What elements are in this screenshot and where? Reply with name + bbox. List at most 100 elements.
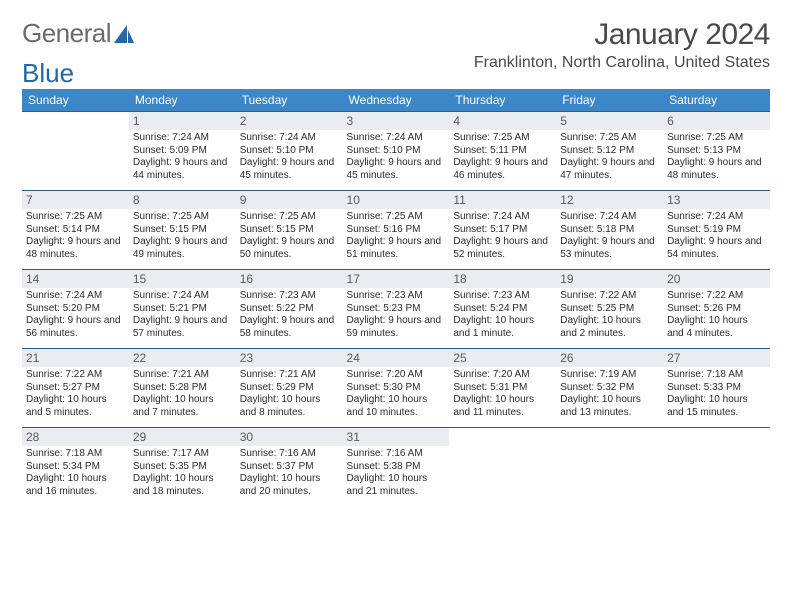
day-number: 5 [556,112,663,130]
dayname-thu: Thursday [449,89,556,112]
day-details: Sunrise: 7:24 AMSunset: 5:21 PMDaylight:… [133,290,232,340]
day-cell: 12 Sunrise: 7:24 AMSunset: 5:18 PMDayligh… [556,191,663,270]
day-number: 24 [343,349,450,367]
day-details: Sunrise: 7:18 AMSunset: 5:34 PMDaylight:… [26,448,125,498]
day-details: Sunrise: 7:23 AMSunset: 5:23 PMDaylight:… [347,290,446,340]
dayname-mon: Monday [129,89,236,112]
week-row: 7 Sunrise: 7:25 AMSunset: 5:14 PMDaylight… [22,191,770,270]
dayname-sat: Saturday [663,89,770,112]
day-cell: 18 Sunrise: 7:23 AMSunset: 5:24 PMDayligh… [449,270,556,349]
day-number: 29 [129,428,236,446]
dayname-sun: Sunday [22,89,129,112]
day-cell: 13 Sunrise: 7:24 AMSunset: 5:19 PMDayligh… [663,191,770,270]
dayname-fri: Friday [556,89,663,112]
logo-text-blue: Blue [22,58,770,89]
day-details: Sunrise: 7:18 AMSunset: 5:33 PMDaylight:… [667,369,766,419]
day-cell: 3 Sunrise: 7:24 AMSunset: 5:10 PMDaylight… [343,112,450,191]
day-cell: 7 Sunrise: 7:25 AMSunset: 5:14 PMDaylight… [22,191,129,270]
day-number: 4 [449,112,556,130]
day-number: 3 [343,112,450,130]
day-number: 2 [236,112,343,130]
day-cell [22,112,129,191]
day-details: Sunrise: 7:21 AMSunset: 5:28 PMDaylight:… [133,369,232,419]
day-number: 19 [556,270,663,288]
day-number: 26 [556,349,663,367]
day-number: 8 [129,191,236,209]
day-number: 11 [449,191,556,209]
day-details: Sunrise: 7:23 AMSunset: 5:24 PMDaylight:… [453,290,552,340]
day-cell: 8 Sunrise: 7:25 AMSunset: 5:15 PMDaylight… [129,191,236,270]
day-cell: 14Sunrise: 7:24 AMSunset: 5:20 PMDayligh… [22,270,129,349]
day-number: 27 [663,349,770,367]
day-details: Sunrise: 7:22 AMSunset: 5:26 PMDaylight:… [667,290,766,340]
day-cell: 1 Sunrise: 7:24 AMSunset: 5:09 PMDaylight… [129,112,236,191]
day-number: 23 [236,349,343,367]
day-details: Sunrise: 7:25 AMSunset: 5:16 PMDaylight:… [347,211,446,261]
day-cell: 26Sunrise: 7:19 AMSunset: 5:32 PMDayligh… [556,349,663,428]
day-cell: 28 Sunrise: 7:18 AMSunset: 5:34 PMDayligh… [22,428,129,507]
day-number: 15 [129,270,236,288]
day-details: Sunrise: 7:16 AMSunset: 5:38 PMDaylight:… [347,448,446,498]
week-row: 28 Sunrise: 7:18 AMSunset: 5:34 PMDayligh… [22,428,770,507]
day-cell: 2 Sunrise: 7:24 AMSunset: 5:10 PMDaylight… [236,112,343,191]
day-details: Sunrise: 7:17 AMSunset: 5:35 PMDaylight:… [133,448,232,498]
day-number: 10 [343,191,450,209]
day-header-row: Sunday Monday Tuesday Wednesday Thursday… [22,89,770,112]
day-cell: 11 Sunrise: 7:24 AMSunset: 5:17 PMDayligh… [449,191,556,270]
day-number: 21 [22,349,129,367]
day-number: 17 [343,270,450,288]
day-number: 28 [22,428,129,446]
week-row: 14Sunrise: 7:24 AMSunset: 5:20 PMDayligh… [22,270,770,349]
day-cell: 4 Sunrise: 7:25 AMSunset: 5:11 PMDaylight… [449,112,556,191]
day-cell: 27 Sunrise: 7:18 AMSunset: 5:33 PMDayligh… [663,349,770,428]
day-number: 16 [236,270,343,288]
calendar-table: Sunday Monday Tuesday Wednesday Thursday… [22,89,770,506]
day-number: 9 [236,191,343,209]
day-details: Sunrise: 7:22 AMSunset: 5:25 PMDaylight:… [560,290,659,340]
day-details: Sunrise: 7:25 AMSunset: 5:14 PMDaylight:… [26,211,125,261]
day-details: Sunrise: 7:24 AMSunset: 5:10 PMDaylight:… [240,132,339,182]
day-cell: 9 Sunrise: 7:25 AMSunset: 5:15 PMDaylight… [236,191,343,270]
day-number: 20 [663,270,770,288]
day-details: Sunrise: 7:22 AMSunset: 5:27 PMDaylight:… [26,369,125,419]
day-details: Sunrise: 7:25 AMSunset: 5:15 PMDaylight:… [133,211,232,261]
day-number: 22 [129,349,236,367]
day-details: Sunrise: 7:25 AMSunset: 5:11 PMDaylight:… [453,132,552,182]
day-cell: 31Sunrise: 7:16 AMSunset: 5:38 PMDayligh… [343,428,450,507]
day-cell: 6Sunrise: 7:25 AMSunset: 5:13 PMDaylight… [663,112,770,191]
day-cell: 15 Sunrise: 7:24 AMSunset: 5:21 PMDayligh… [129,270,236,349]
day-number: 18 [449,270,556,288]
day-details: Sunrise: 7:24 AMSunset: 5:10 PMDaylight:… [347,132,446,182]
day-cell: 21 Sunrise: 7:22 AMSunset: 5:27 PMDayligh… [22,349,129,428]
week-row: 1 Sunrise: 7:24 AMSunset: 5:09 PMDaylight… [22,112,770,191]
day-details: Sunrise: 7:25 AMSunset: 5:15 PMDaylight:… [240,211,339,261]
day-number: 13 [663,191,770,209]
day-cell: 5Sunrise: 7:25 AMSunset: 5:12 PMDaylight… [556,112,663,191]
day-cell [556,428,663,507]
day-cell [663,428,770,507]
month-title: January 2024 [474,18,770,52]
day-cell: 29 Sunrise: 7:17 AMSunset: 5:35 PMDayligh… [129,428,236,507]
day-cell: 22 Sunrise: 7:21 AMSunset: 5:28 PMDayligh… [129,349,236,428]
dayname-tue: Tuesday [236,89,343,112]
day-number: 1 [129,112,236,130]
day-details: Sunrise: 7:20 AMSunset: 5:31 PMDaylight:… [453,369,552,419]
day-details: Sunrise: 7:24 AMSunset: 5:18 PMDaylight:… [560,211,659,261]
day-cell [449,428,556,507]
day-number: 30 [236,428,343,446]
day-details: Sunrise: 7:24 AMSunset: 5:19 PMDaylight:… [667,211,766,261]
day-cell: 10 Sunrise: 7:25 AMSunset: 5:16 PMDayligh… [343,191,450,270]
day-details: Sunrise: 7:23 AMSunset: 5:22 PMDaylight:… [240,290,339,340]
day-details: Sunrise: 7:21 AMSunset: 5:29 PMDaylight:… [240,369,339,419]
day-details: Sunrise: 7:25 AMSunset: 5:13 PMDaylight:… [667,132,766,182]
day-number: 14 [22,270,129,288]
day-details: Sunrise: 7:24 AMSunset: 5:17 PMDaylight:… [453,211,552,261]
logo-sail-icon [113,24,135,44]
day-details: Sunrise: 7:24 AMSunset: 5:09 PMDaylight:… [133,132,232,182]
day-cell: 20 Sunrise: 7:22 AMSunset: 5:26 PMDayligh… [663,270,770,349]
day-number: 7 [22,191,129,209]
day-cell: 19 Sunrise: 7:22 AMSunset: 5:25 PMDayligh… [556,270,663,349]
day-cell: 17 Sunrise: 7:23 AMSunset: 5:23 PMDayligh… [343,270,450,349]
day-number: 12 [556,191,663,209]
day-cell: 24Sunrise: 7:20 AMSunset: 5:30 PMDayligh… [343,349,450,428]
